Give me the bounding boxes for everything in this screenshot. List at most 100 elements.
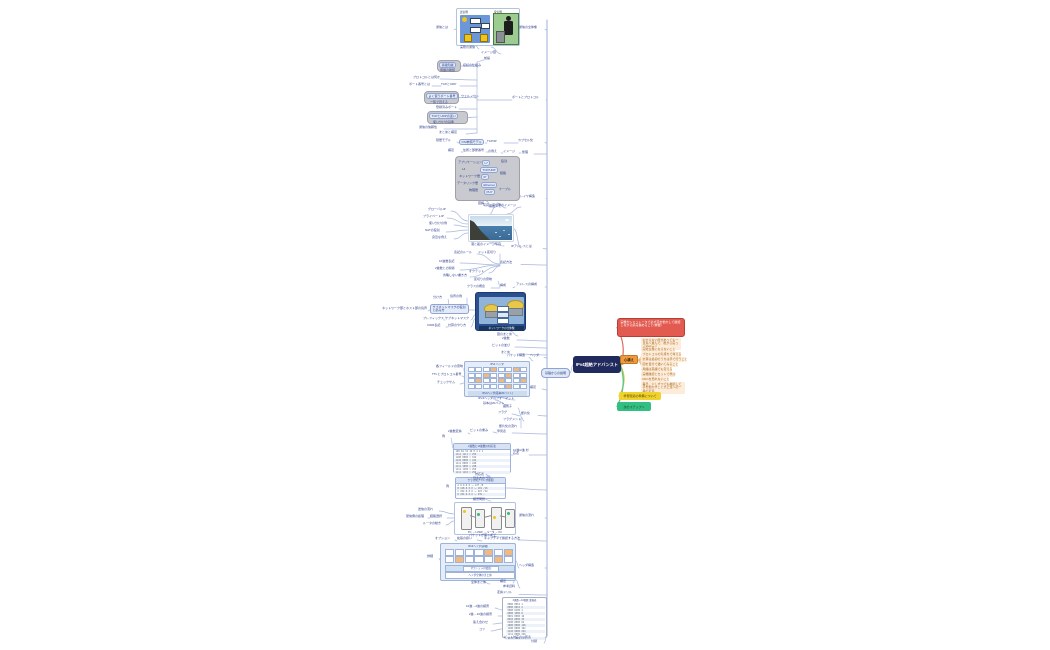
- node-j-id[interactable]: 識別子: [503, 404, 513, 408]
- node-k-weight[interactable]: ビットの重み: [470, 428, 489, 432]
- node-o-answers[interactable]: 答え合わせ: [473, 620, 489, 624]
- node-k-quick[interactable]: 早見表: [497, 429, 507, 433]
- node-f-octet[interactable]: オクテット: [469, 269, 484, 273]
- node-b-protocol-what[interactable]: プロトコルとは何か: [413, 75, 441, 79]
- node-n-extension[interactable]: 拡張の扱い: [457, 536, 473, 540]
- node-s-layers[interactable]: レイヤ構造: [520, 194, 535, 198]
- node-o-appendix[interactable]: 付録: [531, 639, 538, 643]
- node-s-port-protocol[interactable]: ポートとプロトコル: [512, 95, 540, 99]
- node-layer-l4[interactable]: L4: [462, 167, 466, 171]
- node-mindset-item-7[interactable]: 実機確認とセットで学ぶ: [641, 371, 676, 377]
- node-b-pill-basic[interactable]: 基礎知識: [439, 62, 457, 69]
- node-f-delimiter[interactable]: 区切りの意味: [474, 277, 493, 281]
- node-o-drill[interactable]: 変換ドリル: [497, 590, 513, 594]
- node-mindset-item-5[interactable]: 図を自分で描いてみること: [641, 361, 679, 367]
- node-f-class[interactable]: クラスの概念: [467, 284, 485, 288]
- node-b-criteria[interactable]: 使い分けの基準: [433, 120, 455, 124]
- node-m-receive[interactable]: 受信側の処理: [406, 514, 425, 518]
- node-d-note[interactable]: 補足: [448, 148, 455, 152]
- node-g-prefix[interactable]: プレフィックス: [423, 316, 444, 320]
- node-k-ref[interactable]: 10進/2進 対応表: [513, 448, 529, 456]
- node-f-notation-rule[interactable]: 表記のルール: [454, 250, 473, 254]
- node-s-addr-structure[interactable]: アドレスの構成: [516, 282, 538, 286]
- node-g-calc[interactable]: 計算のやり方: [448, 323, 467, 327]
- node-k-caption[interactable]: 対応表: [475, 472, 485, 476]
- node-o-dec-to-bin[interactable]: 10進→2進の練習: [466, 604, 490, 608]
- node-layer-ip[interactable]: IP: [481, 174, 489, 181]
- node-s-header-structure[interactable]: ヘッダ構造: [519, 563, 535, 567]
- node-d-address-ex[interactable]: 住所と部屋番号: [463, 148, 485, 152]
- node-i-checksum[interactable]: チェックサム: [437, 380, 455, 384]
- node-m-send[interactable]: 送信の流れ: [418, 507, 434, 511]
- node-s-structure[interactable]: 構成: [500, 283, 507, 287]
- node-b-connect[interactable]: 接続の仕組み: [463, 63, 482, 67]
- node-e-global[interactable]: グローバルIP: [428, 207, 446, 211]
- node-g-boundary[interactable]: ネットワーク部とホスト部の境界: [382, 306, 428, 310]
- binary-chart-figure[interactable]: 2進数⇔10進数 変換表 0000 0001 1 0000 0010 2 0000 …: [502, 597, 547, 640]
- node-layer-ethernet[interactable]: Ethernet: [481, 182, 498, 189]
- node-s-notation[interactable]: 表記方法: [500, 260, 513, 264]
- node-e-usage[interactable]: 使い分けの例: [429, 221, 448, 225]
- node-layer-app[interactable]: アプリケーション層: [458, 160, 485, 164]
- node-g-split[interactable]: 分け方: [433, 295, 443, 299]
- node-layer-route[interactable]: 経路: [500, 171, 507, 175]
- header-detail-figure[interactable]: IPv4ヘッダ(詳細) オプション(可変長) ヘッダ全体のまとめ: [440, 543, 516, 581]
- node-h-summary[interactable]: まとめ: [501, 350, 511, 354]
- node-l-example[interactable]: 例: [446, 484, 450, 488]
- node-comm-cap-1[interactable]: 実際の通信: [460, 45, 476, 49]
- node-b-tcp-udp[interactable]: TCPとUDP: [441, 82, 457, 86]
- node-s-header[interactable]: ヘッダ: [530, 353, 540, 357]
- node-n-reference[interactable]: 参考資料: [503, 584, 516, 588]
- node-comm-what[interactable]: 通信とは: [436, 25, 449, 29]
- node-d-memo[interactable]: 補足メモ: [489, 204, 502, 208]
- node-b-pill-ports[interactable]: よく使うポート番号: [426, 93, 459, 100]
- node-advice-callout[interactable]: 実機やシミュレータで必ず手を動かして確認しながら読み進めること(重要): [617, 318, 685, 337]
- node-b-wellknown[interactable]: ウェルノウン: [461, 94, 480, 98]
- node-k-example[interactable]: 例: [442, 434, 446, 438]
- node-i-cap-2[interactable]: 基本は20バイト: [483, 401, 505, 405]
- node-g-boundary-ex[interactable]: 境界の例: [450, 294, 463, 298]
- network-figure[interactable]: ネットワークの全体像: [475, 292, 526, 331]
- node-layer-phy[interactable]: PHY: [484, 189, 496, 196]
- node-f-decimal[interactable]: 10進数表記: [439, 259, 455, 263]
- node-mindset-item-8[interactable]: RFCを恐れないこと: [641, 376, 670, 382]
- node-b-pill-diff[interactable]: TCPとUDPの違い: [429, 113, 459, 120]
- node-mindset-item-1[interactable]: わからない所があっても一旦先へ進んで、後から戻って理解する: [641, 338, 681, 350]
- node-layer-tcpudp[interactable]: TCP/UDP: [480, 167, 499, 174]
- node-k-tips[interactable]: 覚え方のコツ: [473, 476, 492, 480]
- node-layer-network[interactable]: ネットワーク層: [459, 174, 481, 178]
- node-n-option[interactable]: オプション: [435, 536, 451, 540]
- node-s-what-is-ip[interactable]: IPアドレスとは: [511, 244, 532, 248]
- node-s-comm-flow[interactable]: 通信の流れ: [519, 513, 535, 517]
- node-o-caption[interactable]: ビット対応の一覧表: [504, 635, 532, 639]
- node-s-overview[interactable]: 通信の全体像: [519, 25, 538, 29]
- node-b-reliability[interactable]: 通信の信頼性: [419, 125, 438, 129]
- node-o-bin-to-dec[interactable]: 2進→10進の練習: [469, 612, 493, 616]
- node-e-familiar[interactable]: 身近な例え: [432, 235, 448, 239]
- node-i-fields[interactable]: 各フィールドの意味: [436, 364, 463, 368]
- node-layer-role[interactable]: 役割: [501, 159, 508, 163]
- node-e-nat[interactable]: NATの役割: [425, 228, 440, 232]
- node-j-frag-flow[interactable]: 断片化の流れ: [499, 424, 518, 428]
- node-root-pill[interactable]: 基礎からの説明: [541, 368, 570, 378]
- node-h-bit-order[interactable]: ビットの並び: [492, 343, 511, 347]
- ipv4-header-figure[interactable]: IPv4 ヘッダ IPv4ヘッダ(基本20バイト): [464, 361, 530, 397]
- node-comm-cap-2[interactable]: イメージ図: [481, 50, 496, 54]
- node-b-terms[interactable]: 用語の確認: [440, 68, 456, 72]
- node-s-encapsulation[interactable]: カプセル化: [518, 138, 534, 142]
- node-b-premise[interactable]: 前提: [484, 56, 491, 60]
- node-mindset-item-4[interactable]: 計算は最初のうちは手で行うこと: [641, 356, 688, 362]
- node-e-photo-label[interactable]: 写真: [483, 203, 490, 207]
- node-g-fig-summary[interactable]: 図のまとめ: [497, 332, 513, 336]
- node-s-packet[interactable]: パケット構造: [507, 353, 526, 357]
- node-j-fragmentation[interactable]: 断片化: [521, 411, 531, 415]
- class-table-figure[interactable]: クラス別アドレス範囲 A 0.0.0.0 〜 127 /8 B 128.0.0.0…: [455, 477, 506, 499]
- node-k-conv[interactable]: 2進数変換: [448, 429, 462, 433]
- node-b-port-what[interactable]: ポート番号とは: [409, 82, 431, 86]
- node-mindset-item-6[interactable]: 用語は英語でも覚える: [641, 366, 673, 372]
- node-e-world-image[interactable]: 実世界のイメージ: [492, 203, 516, 207]
- node-i-cap-1[interactable]: IPv4ヘッダのフォーマット: [478, 396, 515, 400]
- node-f-dot[interactable]: ドット区切り: [478, 250, 497, 254]
- communication-figure[interactable]: 送信側 受信側: [456, 8, 520, 46]
- node-f-binary-rel[interactable]: 2進数との関係: [435, 266, 455, 270]
